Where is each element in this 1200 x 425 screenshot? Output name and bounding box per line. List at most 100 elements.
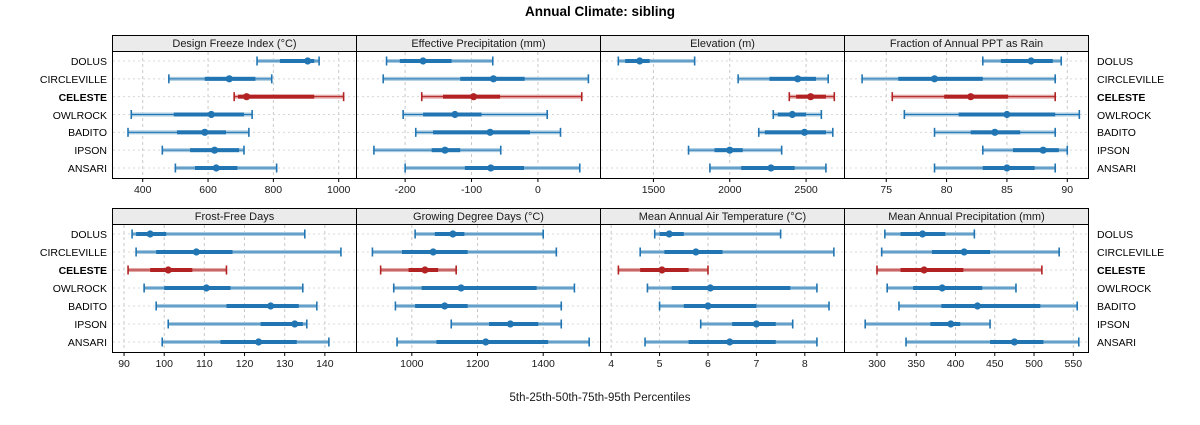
pointrange-owlrock xyxy=(402,110,549,119)
pointrange-owlrock xyxy=(772,110,823,119)
pointrange-badito xyxy=(155,301,318,311)
pointrange-circleville xyxy=(639,247,835,257)
pointrange-ansari xyxy=(709,163,827,173)
row-label-left-badito: BADITO xyxy=(68,127,107,140)
x-tick-label: 1200 xyxy=(466,358,490,370)
row-label-left-celeste: CELESTE xyxy=(58,265,107,277)
x-tick-label: 500 xyxy=(1025,358,1043,370)
percentile-caption: 5th-25th-50th-75th-95th Percentiles xyxy=(509,392,691,404)
pointrange-ipson xyxy=(161,145,245,155)
row-label-right-circleville: CIRCLEVILLE xyxy=(1097,73,1165,86)
panel-header-elevation-m: Elevation (m) xyxy=(600,35,845,52)
row-label-left-ansari: ANSARI xyxy=(67,163,107,175)
pointrange-badito xyxy=(933,127,1057,137)
x-tick-label: 4 xyxy=(608,358,614,370)
pointrange-badito xyxy=(414,127,562,137)
x-tick-label: 600 xyxy=(199,184,217,196)
x-tick-label: 90 xyxy=(118,358,130,370)
x-tick-label: 75 xyxy=(880,184,892,196)
row-label-left-circleville: CIRCLEVILLE xyxy=(39,73,107,86)
x-axis-canvas: 400 600 800 1000 xyxy=(134,178,351,196)
panel-canvas xyxy=(113,225,356,351)
pointrange-ansari xyxy=(905,337,1080,347)
panel-canvas xyxy=(601,225,844,351)
pointrange-badito xyxy=(127,127,250,137)
panel-canvas xyxy=(357,52,600,177)
x-axis-design-freeze-index-c: 400 600 800 1000 xyxy=(112,178,357,202)
row-label-left-owlrock: OWLROCK xyxy=(52,283,107,295)
pointrange-ansari xyxy=(644,337,818,347)
panel-header-frost-free-days: Frost-Free Days xyxy=(112,208,357,225)
pointrange-badito xyxy=(394,301,563,311)
pointrange-ipson xyxy=(864,319,991,329)
panel-plot-elevation-m xyxy=(600,52,845,179)
pointrange-ansari xyxy=(396,337,590,347)
chart-title: Annual Climate: sibling xyxy=(524,4,675,19)
pointrange-circleville xyxy=(135,247,342,257)
x-tick-label: 1500 xyxy=(642,184,666,196)
pointrange-dolus xyxy=(131,229,306,239)
row-label-right-dolus: DOLUS xyxy=(1097,229,1134,241)
x-tick-label: 1400 xyxy=(532,358,556,370)
x-axis-canvas: 4 5 6 7 8 xyxy=(608,352,808,370)
pointrange-dolus xyxy=(617,56,696,66)
pointrange-ipson xyxy=(699,319,794,329)
pointrange-celeste xyxy=(788,92,836,102)
panel-plot-growing-degree-days-c xyxy=(356,225,601,353)
row-label-right-badito: BADITO xyxy=(1097,301,1136,313)
x-axis-canvas: 1000 1200 1400 xyxy=(400,352,556,370)
panel-canvas xyxy=(845,225,1088,351)
x-tick-label: 450 xyxy=(986,358,1004,370)
x-tick-label: -200 xyxy=(395,184,416,196)
row-label-left-badito: BADITO xyxy=(68,301,107,313)
pointrange-ipson xyxy=(373,145,502,155)
row-label-left-circleville: CIRCLEVILLE xyxy=(39,247,107,259)
row-label-left-celeste: CELESTE xyxy=(58,91,107,104)
pointrange-celeste xyxy=(617,265,709,275)
x-axis-mean-annual-precipitation-mm: 300 350 400 450 500 550 xyxy=(844,352,1089,376)
panel-header-mean-annual-air-temperature-c: Mean Annual Air Temperature (°C) xyxy=(600,208,845,225)
pointrange-circleville xyxy=(861,74,1057,84)
pointrange-celeste xyxy=(379,265,457,275)
x-tick-label: 2000 xyxy=(718,184,742,196)
row-label-right-owlrock: OWLROCK xyxy=(1097,109,1152,122)
pointrange-ansari xyxy=(161,337,330,347)
x-tick-label: 7 xyxy=(753,358,759,370)
x-tick-label: 140 xyxy=(316,358,334,370)
row-label-left-ansari: ANSARI xyxy=(67,337,107,349)
pointrange-owlrock xyxy=(392,283,576,293)
row-label-right-ipson: IPSON xyxy=(1097,319,1130,331)
pointrange-circleville xyxy=(737,74,830,84)
x-tick-label: 80 xyxy=(941,184,953,196)
pointrange-ipson xyxy=(450,319,563,329)
row-label-right-ipson: IPSON xyxy=(1097,145,1130,158)
pointrange-circleville xyxy=(382,74,590,84)
x-tick-label: 550 xyxy=(1065,358,1083,370)
x-tick-label: 0 xyxy=(535,184,541,196)
x-tick-label: 6 xyxy=(705,358,711,370)
pointrange-dolus xyxy=(414,229,544,239)
panel-plot-effective-precipitation-mm xyxy=(356,52,601,179)
pointrange-circleville xyxy=(168,74,273,84)
pointrange-ipson xyxy=(167,319,308,329)
panel-canvas xyxy=(845,52,1088,177)
pointrange-dolus xyxy=(653,229,782,239)
x-tick-label: 350 xyxy=(907,358,925,370)
panel-plot-mean-annual-air-temperature-c xyxy=(600,225,845,353)
x-axis-effective-precipitation-mm: -200 -100 0 xyxy=(356,178,601,202)
pointrange-ansari xyxy=(174,163,278,173)
panel-plot-design-freeze-index-c xyxy=(112,52,357,179)
pointrange-circleville xyxy=(880,247,1060,257)
row-label-right-celeste: CELESTE xyxy=(1097,265,1146,277)
panel-header-fraction-of-annual-ppt-as-rain: Fraction of Annual PPT as Rain xyxy=(844,35,1089,52)
x-tick-label: 100 xyxy=(155,358,173,370)
row-label-right-ansari: ANSARI xyxy=(1097,163,1137,175)
x-tick-label: 300 xyxy=(868,358,886,370)
pointrange-dolus xyxy=(981,56,1063,66)
panel-header-design-freeze-index-c: Design Freeze Index (°C) xyxy=(112,35,357,52)
row-label-right-circleville: CIRCLEVILLE xyxy=(1097,247,1165,259)
x-tick-label: 130 xyxy=(276,358,294,370)
pointrange-owlrock xyxy=(903,110,1081,119)
row-label-left-owlrock: OWLROCK xyxy=(52,109,107,122)
